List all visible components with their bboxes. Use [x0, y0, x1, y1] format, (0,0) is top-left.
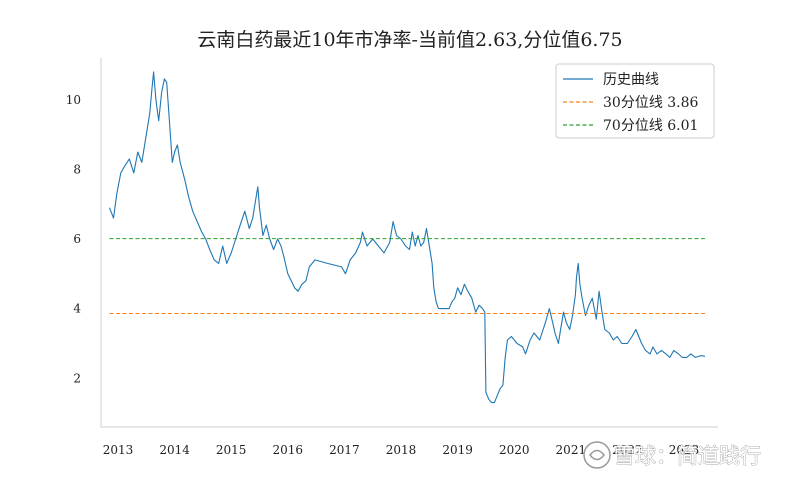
x-tick-label: 2015: [216, 443, 247, 457]
history-curve-line: [108, 71, 706, 404]
x-tick-label: 2019: [442, 443, 473, 457]
x-tick-label: 2014: [159, 443, 190, 457]
legend-item-history-label: 历史曲线: [603, 72, 659, 88]
series-lines: [108, 71, 706, 404]
legend-frame: [555, 63, 715, 139]
watermark: 雪球：简道践行: [583, 441, 761, 469]
watermark-snowball-icon: [583, 441, 611, 469]
y-tick-label: 2: [73, 371, 81, 385]
x-tick-label: 2017: [329, 443, 360, 457]
x-tick-label: 2016: [273, 443, 304, 457]
y-tick-label: 8: [73, 162, 81, 176]
y-tick-label: 4: [73, 302, 81, 316]
y-tick-label: 6: [73, 232, 81, 246]
x-tick-label: 2018: [386, 443, 417, 457]
legend: 历史曲线 30分位线 3.86 70分位线 6.01: [555, 63, 715, 139]
y-tick-label: 10: [66, 93, 81, 107]
legend-item-30-percentile-label: 30分位线 3.86: [603, 95, 699, 111]
y-tick-labels: 2 4 6 8 10: [66, 93, 82, 385]
x-tick-label: 2023: [669, 443, 700, 457]
x-tick-label: 2022: [612, 443, 643, 457]
x-tick-label: 2013: [103, 443, 134, 457]
axes: [100, 58, 718, 428]
chart-title: 云南白药最近10年市净率-当前值2.63,分位值6.75: [197, 29, 622, 51]
watermark-text: 雪球：简道践行: [614, 444, 761, 468]
x-tick-label: 2020: [499, 443, 530, 457]
legend-item-70-percentile-label: 70分位线 6.01: [603, 118, 698, 134]
x-tick-label: 2021: [556, 443, 587, 457]
x-tick-labels: 2013 2014 2015 2016 2017 2018 2019 2020 2021 2022…: [103, 443, 700, 457]
